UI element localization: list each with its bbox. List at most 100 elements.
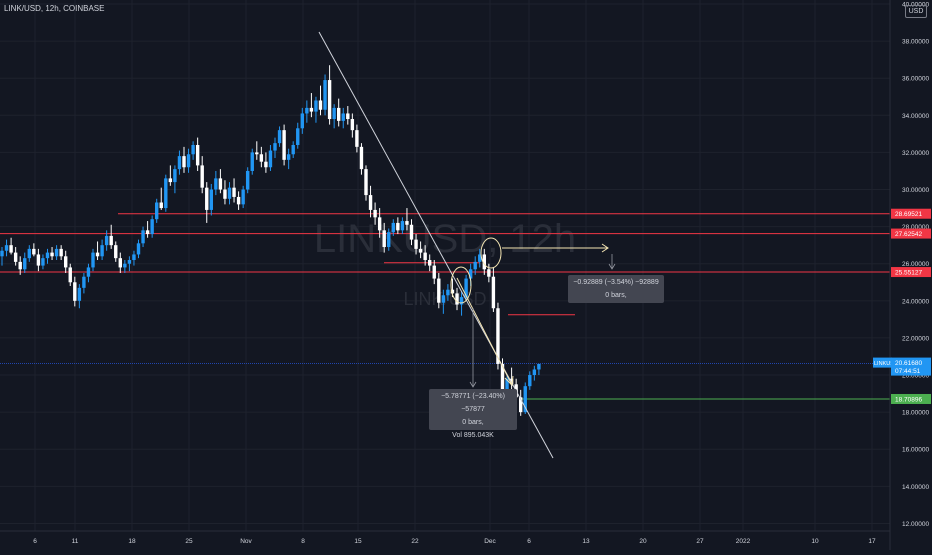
candle-body: [77, 287, 82, 301]
candle-body: [95, 252, 100, 257]
candle-body: [455, 293, 459, 305]
candle-body: [464, 278, 468, 298]
candle-body: [368, 195, 373, 210]
price-tick-label: 28.00000: [902, 224, 929, 231]
candle-body: [291, 144, 295, 155]
price-tick-label: 26.00000: [902, 261, 929, 268]
highlight-circle: [480, 237, 502, 269]
candle-body: [537, 363, 541, 370]
price-tick-label: 34.00000: [902, 113, 929, 120]
candle-body: [332, 107, 336, 120]
candle-body: [241, 189, 245, 205]
candle-body: [141, 230, 145, 244]
time-tick-label: 2022: [736, 538, 751, 545]
candle-body: [36, 254, 41, 266]
candle-body: [418, 248, 423, 253]
candle-body: [523, 386, 527, 413]
time-tick-label: 17: [868, 538, 876, 545]
candle-body: [150, 219, 154, 235]
watermark-main: LINKUSD, 12h: [314, 217, 576, 261]
candle-body: [496, 308, 500, 364]
candle-body: [118, 258, 122, 268]
candle-body: [432, 265, 436, 279]
candle-body: [509, 378, 514, 385]
candle-body: [355, 130, 359, 147]
candle-body: [482, 254, 486, 270]
candle-body: [86, 267, 91, 277]
time-axis: 6 11 18 25 Nov 8 15 22 Dec 6 13 20 27 2022 10 17: [0, 530, 890, 545]
candle-body: [4, 245, 9, 251]
candle-body: [236, 196, 241, 205]
time-tick-label: 6: [33, 538, 37, 545]
candle-body: [9, 245, 13, 253]
horizontal-arrowhead: [601, 243, 609, 253]
candle-body: [68, 267, 72, 283]
candle-body: [309, 107, 314, 112]
tooltip-line: 0 bars,: [462, 419, 484, 426]
price-tick-label: 20.00000: [902, 373, 929, 380]
time-tick-label: 6: [527, 538, 531, 545]
time-tick-label: 18: [128, 538, 136, 545]
candle-body: [382, 230, 386, 248]
candle-body: [41, 258, 45, 266]
candle-body: [441, 295, 446, 303]
time-tick-label: 11: [72, 538, 79, 545]
candle-body: [428, 260, 432, 266]
candle-body: [459, 297, 464, 305]
candle-body: [168, 178, 173, 183]
candle-body: [100, 245, 104, 257]
time-tick-label: 20: [639, 538, 647, 545]
candle-body: [268, 150, 273, 168]
candle-body: [32, 248, 36, 255]
candle-body: [409, 224, 414, 240]
candle-body: [218, 178, 223, 190]
time-tick-label: 10: [811, 538, 819, 545]
candle-body: [182, 156, 186, 168]
price-level-label: 28.69521: [895, 211, 922, 218]
time-tick-label: Nov: [240, 538, 252, 545]
candle-body: [318, 100, 323, 110]
candle-body: [223, 189, 227, 199]
candle-body: [159, 202, 163, 209]
measure-tooltip-large: −5.78771 (−23.40%) −57877 0 bars, Vol 89…: [429, 389, 517, 439]
candle-body: [478, 254, 482, 262]
candle-body: [177, 156, 182, 170]
price-tick-label: 14.00000: [902, 484, 929, 491]
candle-body: [282, 130, 286, 160]
currency-badge[interactable]: USD: [905, 5, 927, 18]
symbol-badge-label: LINKUSD: [874, 361, 898, 367]
measure-tooltip-small: −0.92889 (−3.54%) −92889 0 bars,: [568, 275, 664, 303]
candle-body: [145, 230, 150, 235]
price-level-badge: [891, 267, 931, 278]
candle-body: [104, 235, 109, 246]
candle-body: [519, 397, 523, 413]
time-tick-label: 8: [301, 538, 305, 545]
candle-body: [114, 245, 118, 259]
candle-body: [423, 252, 427, 261]
highlight-circle: [450, 266, 472, 304]
trend-line: [318, 31, 554, 459]
price-tick-label: 30.00000: [902, 187, 929, 194]
symbol-title[interactable]: LINK/USD, 12h, COINBASE: [4, 4, 105, 13]
candle-body: [132, 254, 136, 261]
candle-body: [209, 189, 213, 210]
candle-body: [136, 243, 141, 255]
candle-body: [259, 154, 264, 162]
countdown-label: 07:44:51: [895, 368, 921, 375]
candle-body: [364, 169, 368, 196]
price-level-badge: [891, 228, 931, 239]
candle-body: [232, 187, 236, 197]
candle-body: [255, 152, 259, 155]
candle-body: [18, 261, 22, 270]
candle-body: [532, 369, 537, 376]
last-price-label: 20.61680: [895, 360, 922, 367]
candle-body: [73, 282, 77, 301]
candle-body: [500, 363, 505, 407]
price-tick-label: 16.00000: [902, 447, 929, 454]
candle-body: [64, 256, 68, 268]
candle-body: [327, 80, 332, 120]
candle-body: [286, 154, 291, 160]
candle-body: [359, 146, 364, 170]
